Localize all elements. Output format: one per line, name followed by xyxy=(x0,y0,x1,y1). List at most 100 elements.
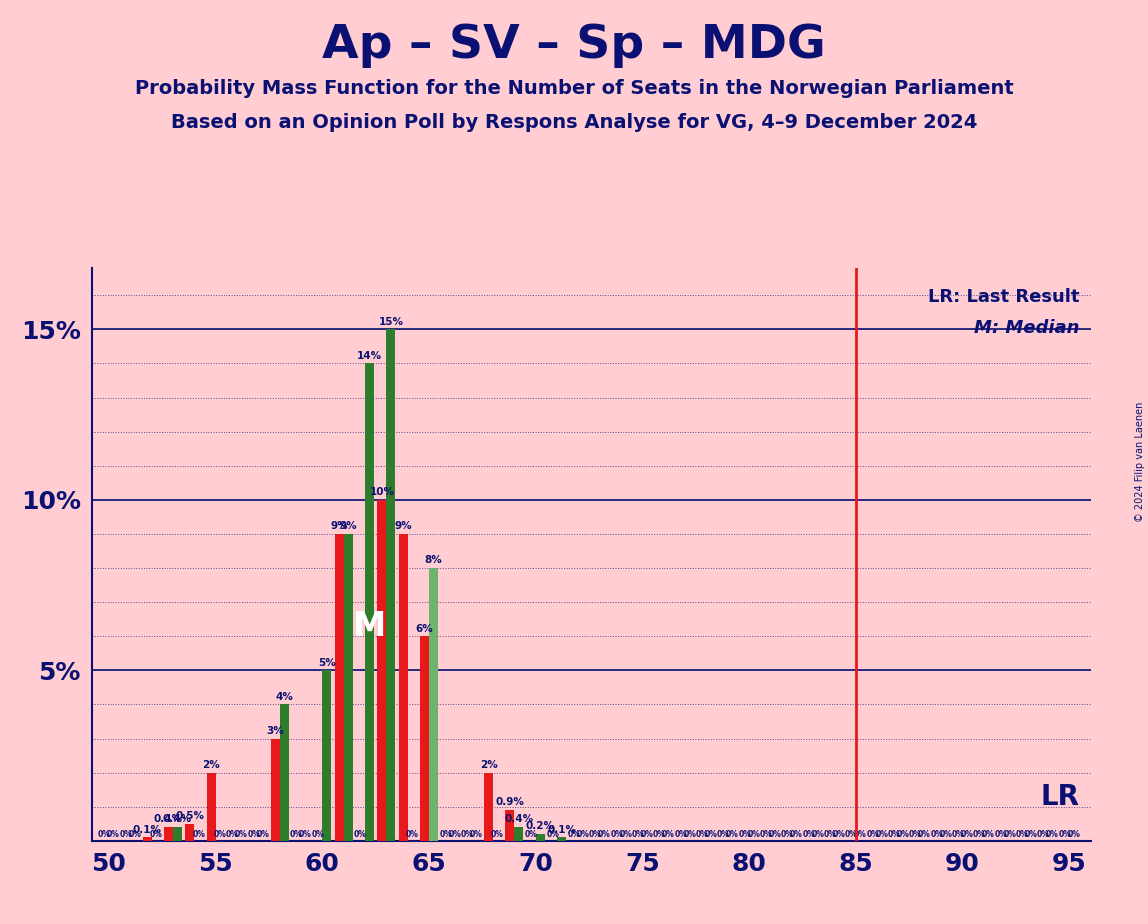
Text: 0%: 0% xyxy=(918,831,931,840)
Bar xyxy=(335,534,343,841)
Text: 0%: 0% xyxy=(716,831,730,840)
Text: 0%: 0% xyxy=(1016,831,1029,840)
Text: 0%: 0% xyxy=(619,831,633,840)
Text: 0%: 0% xyxy=(674,831,687,840)
Text: LR: Last Result: LR: Last Result xyxy=(929,288,1080,307)
Text: 0.4%: 0.4% xyxy=(504,814,534,824)
Text: 0.4%: 0.4% xyxy=(154,814,183,824)
Text: 0%: 0% xyxy=(802,831,815,840)
Bar xyxy=(185,824,194,841)
Text: 0%: 0% xyxy=(747,831,760,840)
Text: M: M xyxy=(352,610,386,642)
Text: 0%: 0% xyxy=(768,831,782,840)
Bar xyxy=(420,637,429,841)
Bar xyxy=(505,810,514,841)
Text: 0%: 0% xyxy=(119,831,132,840)
Text: 2%: 2% xyxy=(480,760,497,770)
Text: 0%: 0% xyxy=(311,831,324,840)
Bar xyxy=(429,568,439,841)
Text: 0%: 0% xyxy=(1046,831,1058,840)
Text: 0%: 0% xyxy=(705,831,718,840)
Text: 0%: 0% xyxy=(887,831,900,840)
Text: 0%: 0% xyxy=(214,831,226,840)
Bar xyxy=(323,670,332,841)
Text: 4%: 4% xyxy=(276,692,293,701)
Text: 0%: 0% xyxy=(994,831,1007,840)
Text: 0%: 0% xyxy=(909,831,922,840)
Text: 0%: 0% xyxy=(974,831,986,840)
Text: 0%: 0% xyxy=(845,831,858,840)
Bar xyxy=(387,329,395,841)
Text: © 2024 Filip van Laenen: © 2024 Filip van Laenen xyxy=(1135,402,1145,522)
Text: 0%: 0% xyxy=(653,831,666,840)
Text: 0%: 0% xyxy=(641,831,653,840)
Bar xyxy=(142,837,152,841)
Text: 0%: 0% xyxy=(760,831,773,840)
Text: 0%: 0% xyxy=(662,831,675,840)
Text: 0%: 0% xyxy=(576,831,589,840)
Bar xyxy=(280,704,288,841)
Text: 0%: 0% xyxy=(354,831,367,840)
Text: 14%: 14% xyxy=(357,351,382,360)
Text: 15%: 15% xyxy=(379,317,403,326)
Text: 0%: 0% xyxy=(107,831,119,840)
Text: 5%: 5% xyxy=(318,658,335,668)
Bar xyxy=(173,827,181,841)
Text: 0%: 0% xyxy=(683,831,696,840)
Text: 0%: 0% xyxy=(1037,831,1050,840)
Text: 0%: 0% xyxy=(525,831,537,840)
Text: Based on an Opinion Poll by Respons Analyse for VG, 4–9 December 2024: Based on an Opinion Poll by Respons Anal… xyxy=(171,113,977,132)
Text: 0%: 0% xyxy=(405,831,419,840)
Text: 0.1%: 0.1% xyxy=(548,825,576,834)
Text: 0%: 0% xyxy=(939,831,952,840)
Bar xyxy=(164,827,173,841)
Bar xyxy=(398,534,408,841)
Text: 0.5%: 0.5% xyxy=(176,811,204,821)
Text: 0%: 0% xyxy=(149,831,163,840)
Bar xyxy=(378,500,387,841)
Text: 9%: 9% xyxy=(340,521,357,531)
Text: 0%: 0% xyxy=(696,831,708,840)
Text: 0%: 0% xyxy=(98,831,111,840)
Bar xyxy=(207,772,216,841)
Text: 0%: 0% xyxy=(546,831,559,840)
Text: Ap – SV – Sp – MDG: Ap – SV – Sp – MDG xyxy=(323,23,825,68)
Bar xyxy=(271,738,280,841)
Bar xyxy=(365,363,374,841)
Text: 0%: 0% xyxy=(290,831,303,840)
Text: LR: LR xyxy=(1041,783,1080,810)
Text: 0%: 0% xyxy=(567,831,581,840)
Bar xyxy=(557,837,566,841)
Text: 0%: 0% xyxy=(832,831,845,840)
Text: 0%: 0% xyxy=(611,831,623,840)
Text: 8%: 8% xyxy=(425,555,442,565)
Text: 0%: 0% xyxy=(491,831,504,840)
Text: 0%: 0% xyxy=(897,831,909,840)
Text: 0%: 0% xyxy=(298,831,312,840)
Text: 0%: 0% xyxy=(256,831,270,840)
Bar xyxy=(514,827,523,841)
Text: 6%: 6% xyxy=(416,624,434,634)
Text: 0.9%: 0.9% xyxy=(496,797,525,808)
Bar xyxy=(536,834,544,841)
Text: 0%: 0% xyxy=(193,831,205,840)
Text: 0%: 0% xyxy=(1068,831,1080,840)
Text: 0%: 0% xyxy=(440,831,452,840)
Text: 0%: 0% xyxy=(470,831,482,840)
Text: 0%: 0% xyxy=(875,831,889,840)
Text: 0%: 0% xyxy=(781,831,793,840)
Text: 0%: 0% xyxy=(952,831,964,840)
Text: 9%: 9% xyxy=(395,521,412,531)
Text: 0%: 0% xyxy=(854,831,867,840)
Text: 0%: 0% xyxy=(1058,831,1071,840)
Text: 0.1%: 0.1% xyxy=(133,825,162,834)
Text: 0%: 0% xyxy=(738,831,751,840)
Text: 9%: 9% xyxy=(331,521,348,531)
Text: Probability Mass Function for the Number of Seats in the Norwegian Parliament: Probability Mass Function for the Number… xyxy=(134,79,1014,98)
Text: 0%: 0% xyxy=(961,831,974,840)
Text: 0%: 0% xyxy=(790,831,802,840)
Text: 0%: 0% xyxy=(598,831,611,840)
Text: 0%: 0% xyxy=(247,831,261,840)
Text: 0%: 0% xyxy=(129,831,141,840)
Text: 0%: 0% xyxy=(867,831,879,840)
